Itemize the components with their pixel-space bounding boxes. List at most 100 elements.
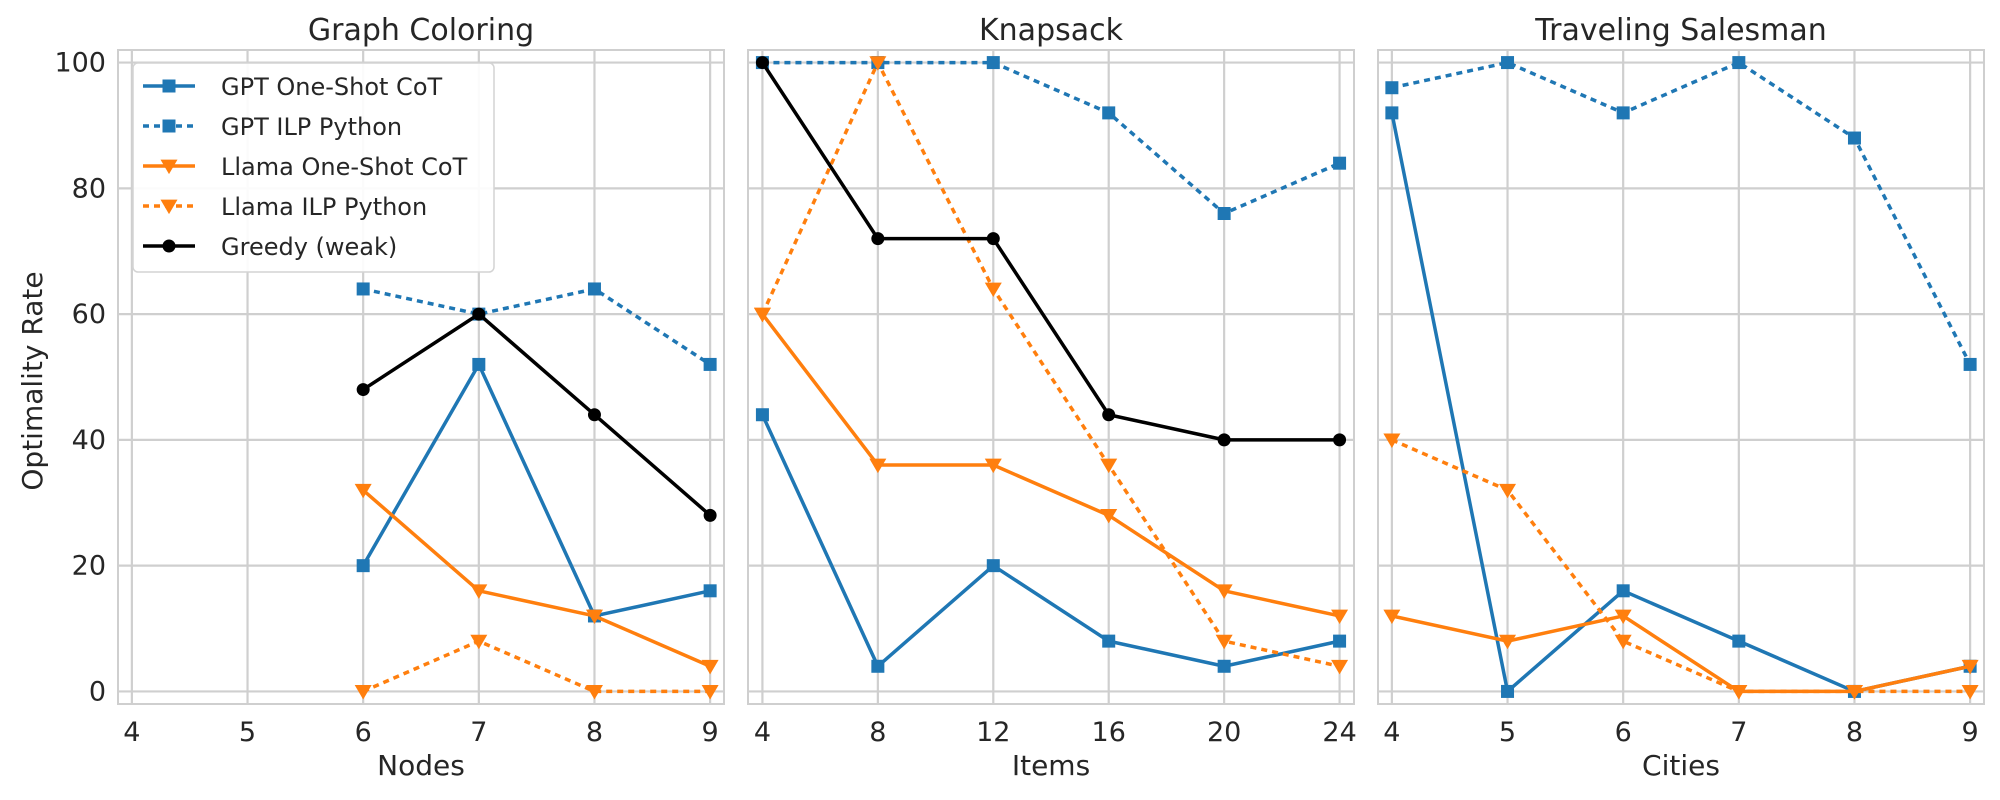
series-line	[362, 287, 712, 366]
data-point	[356, 383, 370, 397]
data-point	[1963, 357, 1977, 371]
data-point	[585, 685, 603, 700]
legend-item: GPT ILP Python	[143, 113, 402, 141]
legend-item: GPT One-Shot CoT	[143, 73, 442, 101]
data-point	[984, 282, 1002, 298]
series-line	[760, 414, 1340, 669]
series-gpt-one-shot-cot	[755, 408, 1347, 673]
legend-marker	[160, 199, 178, 215]
legend-label: GPT One-Shot CoT	[221, 73, 442, 101]
legend: GPT One-Shot CoT GPT ILP Python Llama One-…	[132, 62, 495, 273]
data-point	[1961, 659, 1979, 675]
y-tick-label: 100	[54, 48, 106, 79]
x-tick-label: 4	[1383, 717, 1400, 748]
series-line	[760, 60, 1340, 668]
legend-item: Llama One-Shot CoT	[143, 153, 468, 181]
x-tick-label: 9	[1962, 717, 1979, 748]
data-point	[701, 685, 719, 700]
y-tick-label: 80	[72, 173, 106, 204]
x-tick-label: 8	[869, 717, 886, 748]
data-point	[1616, 106, 1630, 120]
x-tick-label: 20	[1207, 717, 1241, 748]
x-tick-label: 4	[123, 717, 140, 748]
data-point	[587, 408, 601, 422]
panel-title: Graph Coloring	[308, 13, 534, 48]
data-point	[356, 559, 370, 573]
x-tick-label: 7	[470, 717, 487, 748]
data-point	[1616, 584, 1630, 598]
x-tick-label: 8	[586, 717, 603, 748]
data-point	[755, 56, 769, 70]
legend-label: GPT ILP Python	[221, 113, 402, 141]
x-tick-label: 6	[355, 717, 372, 748]
data-point	[986, 559, 1000, 573]
data-point	[1499, 483, 1517, 499]
data-point	[869, 458, 887, 474]
series-line	[1391, 438, 1971, 694]
data-point	[587, 282, 601, 296]
series-line	[361, 362, 711, 618]
data-point	[871, 232, 885, 246]
series-line	[761, 313, 1340, 618]
data-point	[354, 685, 372, 700]
x-axis-label: Items	[1012, 749, 1090, 782]
plot-frame	[1377, 49, 1985, 705]
data-point	[1501, 56, 1515, 70]
data-point	[1100, 508, 1118, 524]
series-llama-ilp-python	[354, 634, 719, 700]
panel-knapsack: 4 8 12 16 20 24 Knapsack Items	[747, 13, 1357, 782]
x-tick-label: 16	[1092, 717, 1126, 748]
data-point	[869, 56, 887, 71]
data-point	[1730, 685, 1748, 700]
x-tick-label: 7	[1730, 717, 1747, 748]
legend-item: Llama ILP Python	[143, 193, 427, 221]
y-tick-label: 0	[89, 676, 106, 707]
series-line	[760, 61, 1340, 442]
data-point	[354, 483, 372, 499]
series-greedy-weak	[755, 56, 1347, 447]
x-tick-label: 5	[1499, 717, 1516, 748]
data-point	[1333, 433, 1347, 447]
data-point	[1499, 634, 1517, 650]
legend-marker	[162, 239, 176, 253]
x-axis-label: Nodes	[377, 749, 465, 782]
data-point	[871, 659, 885, 673]
series-gpt-ilp-python	[1385, 56, 1977, 371]
series-line	[362, 488, 711, 668]
data-point	[755, 408, 769, 422]
series-llama-ilp-python	[753, 56, 1349, 675]
plot-frame	[747, 49, 1355, 705]
series-llama-one-shot-cot	[753, 307, 1349, 625]
x-tick-label: 12	[976, 717, 1010, 748]
y-tick-label: 40	[72, 425, 106, 456]
legend-marker	[160, 159, 178, 175]
data-point	[1217, 433, 1231, 447]
data-point	[1961, 685, 1979, 700]
data-point	[1501, 684, 1515, 698]
data-point	[1333, 156, 1347, 170]
data-point	[470, 584, 488, 599]
data-point	[703, 508, 717, 522]
data-point	[753, 307, 771, 323]
y-axis-label: Optimality Rate	[16, 271, 49, 490]
panel-traveling-salesman: 4 5 6 7 8 9 Traveling Salesman Cities	[1377, 13, 1985, 782]
data-point	[1333, 634, 1347, 648]
data-point	[986, 232, 1000, 246]
data-point	[1215, 584, 1233, 599]
x-tick-label: 4	[754, 717, 771, 748]
series-line	[1391, 60, 1972, 366]
data-point	[1732, 634, 1746, 648]
series-greedy-weak	[356, 307, 717, 522]
panels-layer: 4 5 6 7 8 9 0 20 40 60 80 100 Graph Coloring Nodes 4 8 1…	[54, 13, 1985, 782]
y-tick-label: 60	[72, 299, 106, 330]
data-point	[1383, 433, 1401, 448]
data-point	[472, 357, 486, 371]
series-llama-one-shot-cot	[354, 483, 719, 675]
y-tick-label: 20	[72, 551, 106, 582]
series-line	[762, 60, 1341, 216]
data-point	[984, 458, 1002, 474]
legend-label: Greedy (weak)	[221, 233, 397, 261]
data-point	[1102, 634, 1116, 648]
data-point	[470, 634, 488, 650]
